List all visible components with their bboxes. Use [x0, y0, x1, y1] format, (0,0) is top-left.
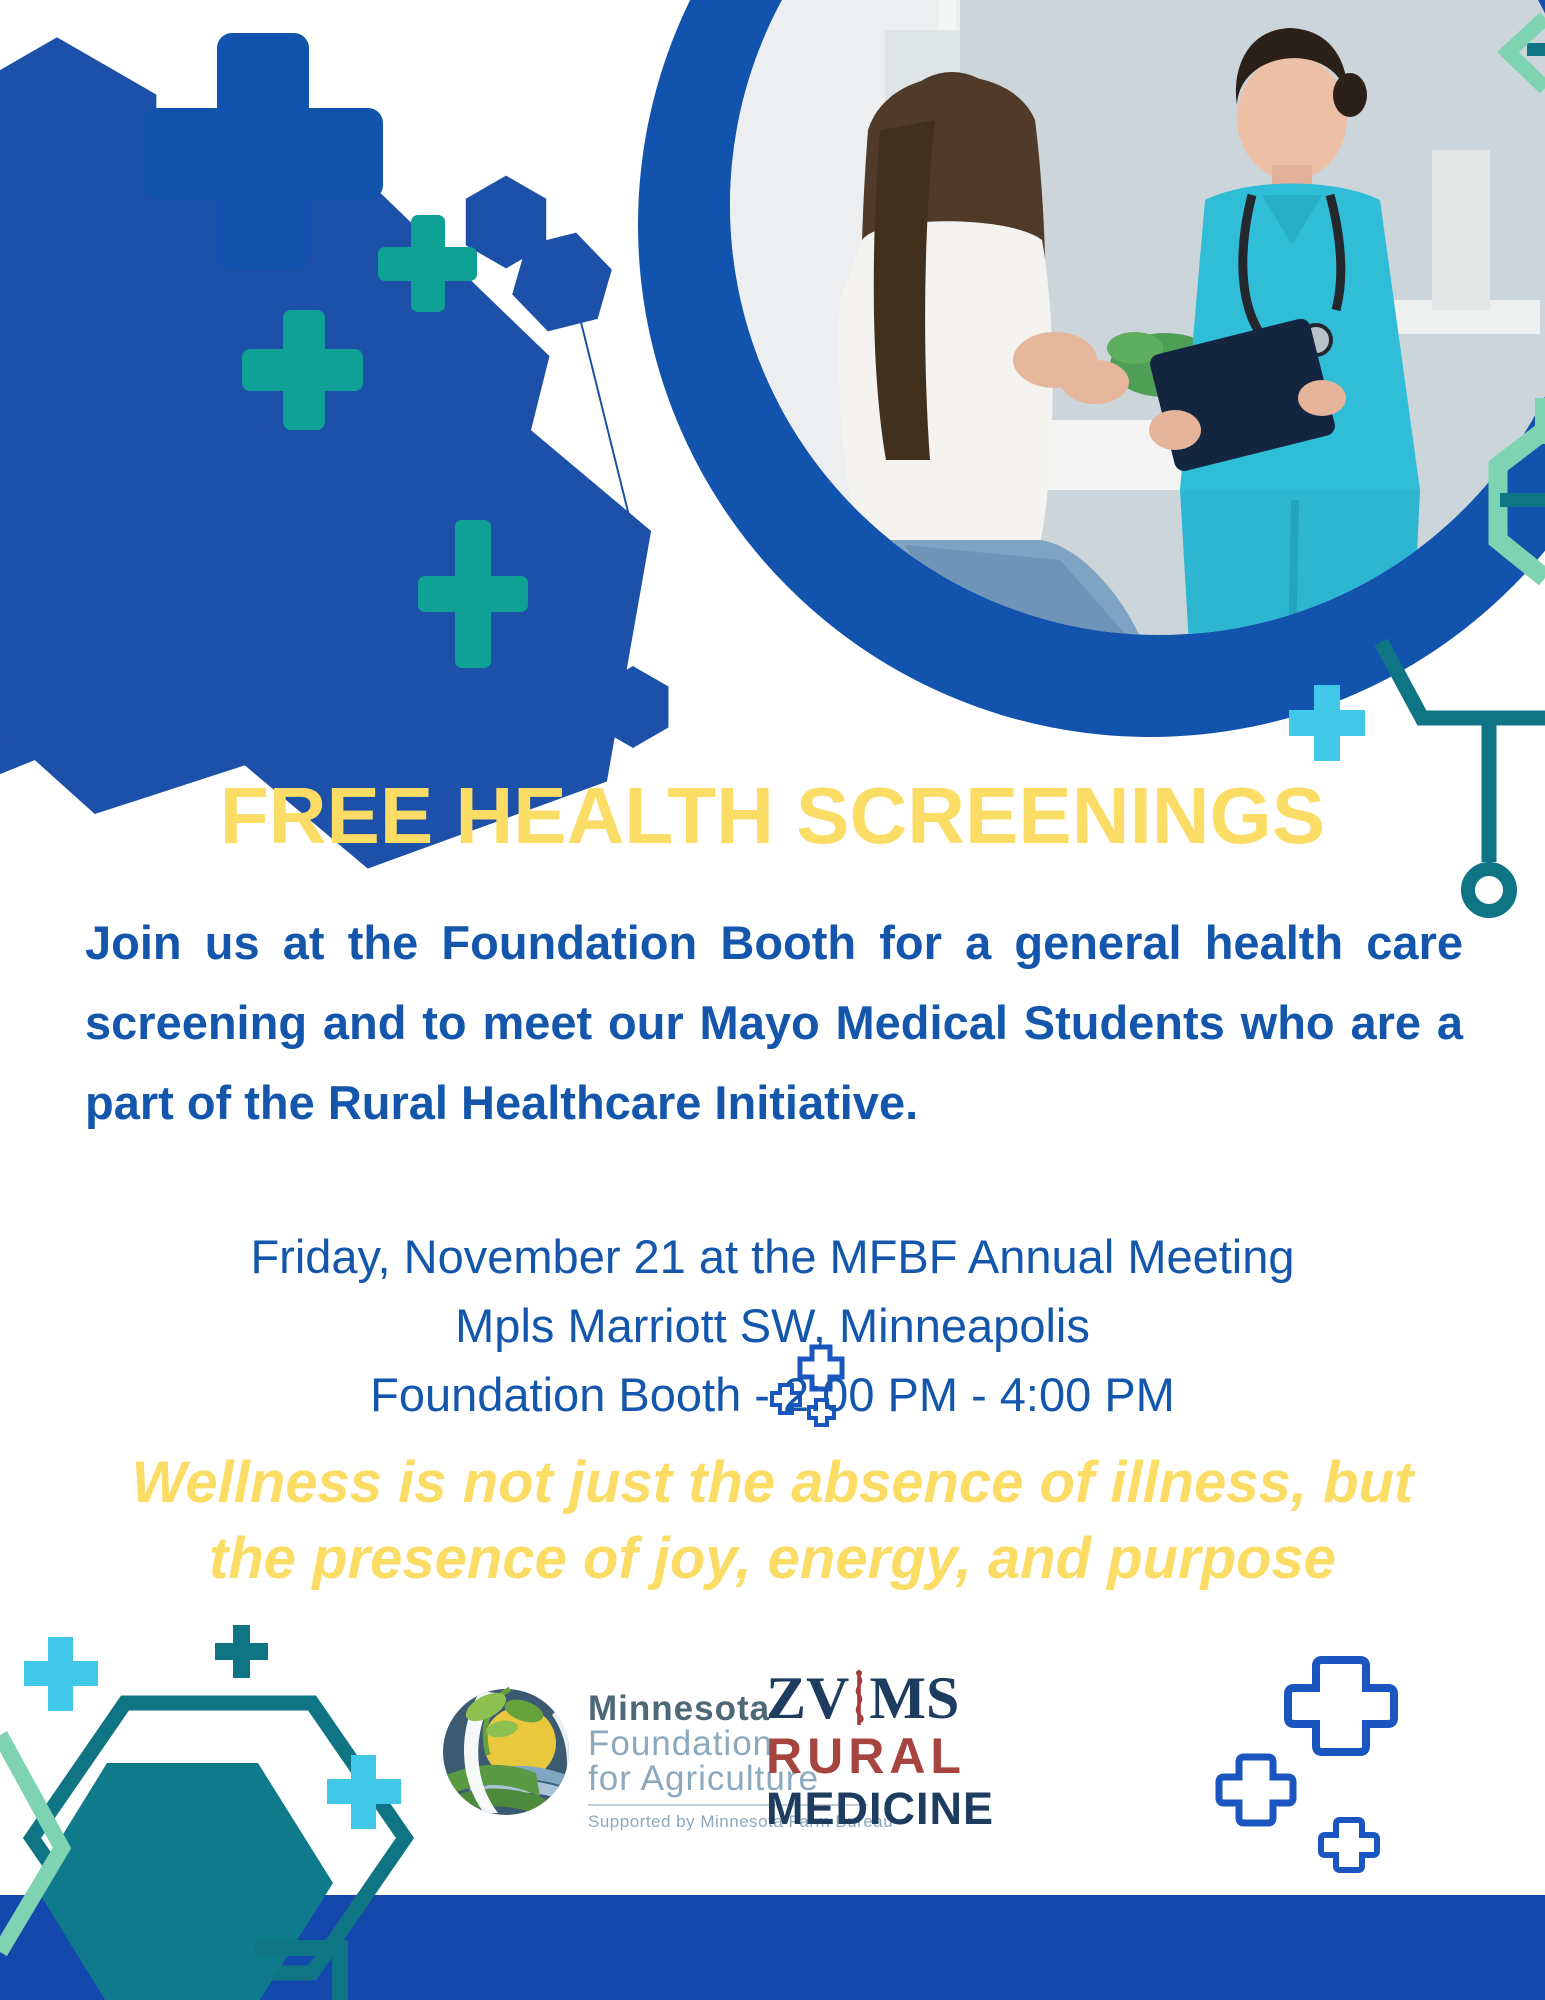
mfa-emblem-icon [443, 1686, 569, 1815]
mfa-name-line2: Foundation [588, 1724, 774, 1763]
mfa-name: Minnesota [588, 1689, 771, 1728]
zvms-zv: ZV [766, 1665, 850, 1731]
teal-cross-icon [215, 1625, 268, 1678]
cyan-cross-icon [1289, 685, 1365, 761]
circuit-node-icon [1374, 638, 1545, 918]
mint-chevron-icon [0, 1731, 72, 1957]
zvms-acronym: ZV MS [766, 1668, 994, 1728]
event-venue-line: Mpls Marriott SW, Minneapolis [455, 1299, 1090, 1352]
mint-hexagon-icon [1488, 398, 1545, 586]
wellness-quote: Wellness is not just the absence of illn… [0, 1445, 1545, 1597]
teal-hexagon-filled-icon [33, 1763, 333, 2000]
quote-line: the presence of joy, energy, and purpose [209, 1526, 1336, 1591]
intro-paragraph: Join us at the Foundation Booth for a ge… [85, 916, 1463, 1129]
outline-cross-icon [770, 1344, 845, 1427]
mfa-logo: Minnesota Foundation for Agriculture Sup… [440, 1685, 893, 1832]
rod-of-asclepius-icon [856, 1670, 865, 1725]
event-time-line: Foundation Booth - 2:00 PM - 4:00 PM [370, 1368, 1175, 1421]
teal-circuit-line-icon [255, 1940, 348, 2000]
cyan-cross-icon [327, 1755, 401, 1829]
mfa-name-line3: for Agriculture [588, 1759, 819, 1798]
jade-cross-icon [378, 215, 477, 312]
cyan-cross-icon [24, 1637, 98, 1711]
zvms-medicine: MEDICINE [766, 1783, 995, 1834]
mfa-tagline: Supported by Minnesota Farm Bureau [588, 1812, 894, 1831]
jade-cross-icon [418, 520, 528, 668]
event-date-line: Friday, November 21 at the MFBF Annual M… [250, 1230, 1295, 1283]
page-title: FREE HEALTH SCREENINGS [219, 771, 1326, 860]
zvms-logo: ZV MS RURAL MEDICINE [766, 1668, 994, 1834]
event-details: Friday, November 21 at the MFBF Annual M… [0, 1222, 1545, 1429]
mfa-divider [588, 1804, 868, 1806]
blue-cross-icon [143, 33, 383, 270]
outline-cross-icon [1215, 1656, 1398, 1873]
zvms-ms: MS [869, 1665, 960, 1731]
zvms-rural: RURAL [766, 1728, 966, 1784]
corner-accent-icons [1497, 12, 1545, 94]
quote-line: Wellness is not just the absence of illn… [131, 1450, 1414, 1515]
jade-cross-icon [242, 310, 363, 430]
teal-hexagon-outline-icon [22, 1695, 415, 1981]
